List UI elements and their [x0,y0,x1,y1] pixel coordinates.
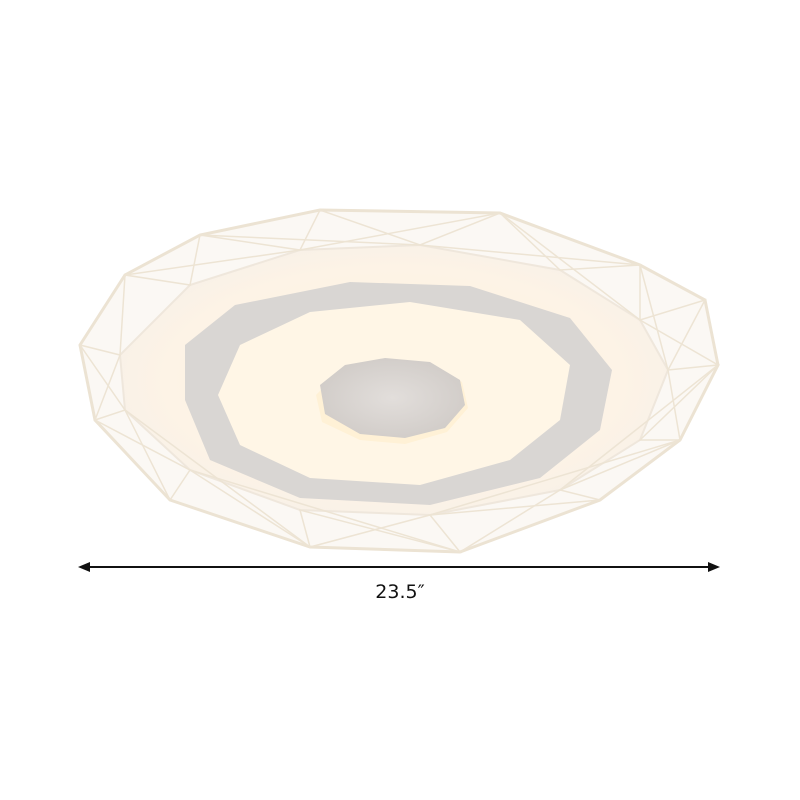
arrow-left-icon [78,562,90,572]
width-dimension-label: 23.5″ [375,581,425,603]
dimension-line [78,562,720,572]
arrow-right-icon [708,562,720,572]
wire-lattice [79,209,721,554]
center-disc [320,358,465,438]
